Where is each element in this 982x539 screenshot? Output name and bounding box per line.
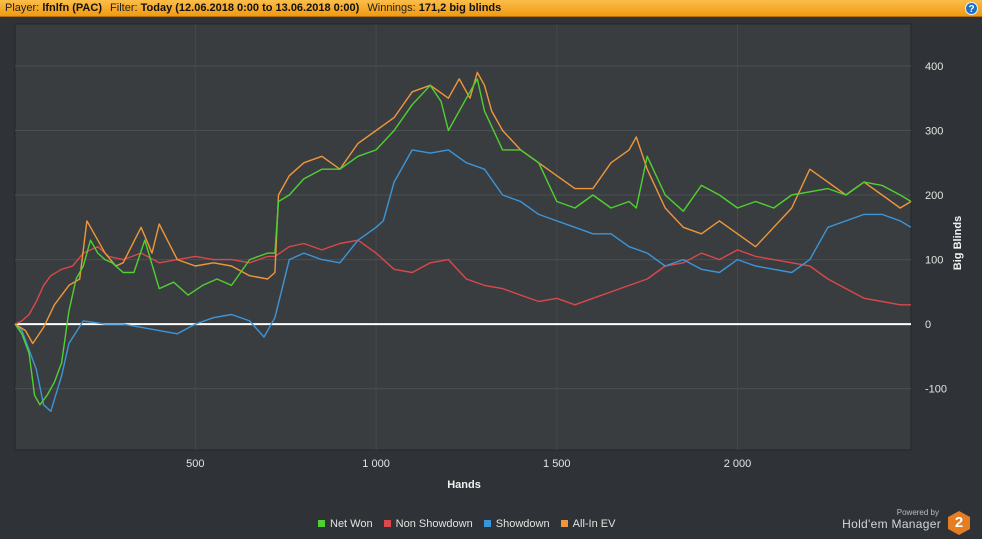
player-value: lfnlfn (PAC) bbox=[42, 2, 102, 14]
series-line-showdown bbox=[14, 149, 912, 412]
legend-swatch bbox=[383, 520, 391, 527]
legend-label: All-In EV bbox=[572, 518, 616, 530]
filter-bar: Player: lfnlfn (PAC) Filter: Today (12.0… bbox=[0, 0, 982, 17]
series-line-net-won bbox=[14, 78, 912, 406]
filter-label: Filter: bbox=[110, 2, 138, 14]
x-tick-label: 2 000 bbox=[724, 458, 752, 470]
filter-value: Today (12.06.2018 0:00 to 13.06.2018 0:0… bbox=[140, 2, 360, 14]
winnings-value: 171,2 big blinds bbox=[418, 2, 502, 14]
x-tick-label: 1 500 bbox=[543, 458, 571, 470]
y-tick-label: 0 bbox=[925, 319, 931, 331]
legend-swatch bbox=[318, 520, 325, 527]
legend-all-in-ev[interactable]: All-In EV bbox=[560, 518, 616, 530]
winnings-label: Winnings: bbox=[367, 2, 416, 14]
x-axis-title: Hands bbox=[447, 479, 481, 491]
legend-label: Showdown bbox=[495, 518, 550, 530]
brand-name: Hold'em Manager bbox=[842, 517, 941, 531]
plot-area bbox=[14, 23, 912, 451]
y-tick-label: 100 bbox=[925, 255, 943, 267]
series-lines bbox=[14, 71, 912, 412]
filter-summary: Player: lfnlfn (PAC) Filter: Today (12.0… bbox=[5, 2, 501, 14]
y-tick-label: 200 bbox=[925, 190, 943, 202]
x-tick-label: 500 bbox=[186, 458, 204, 470]
winnings-graph[interactable]: 500 1 000 1 500 2 000 -100 0 100 200 300 400 Han… bbox=[0, 17, 982, 497]
hm2-logo-icon: 2 bbox=[948, 511, 970, 535]
y-tick-label: 400 bbox=[925, 61, 943, 73]
legend-swatch bbox=[483, 520, 491, 527]
legend-non-showdown[interactable]: Non Showdown bbox=[383, 518, 473, 530]
powered-by-text: Powered by bbox=[896, 508, 939, 517]
y-axis-ticks: -100 0 100 200 300 400 bbox=[925, 61, 947, 396]
question-circle-icon[interactable]: ? bbox=[965, 2, 978, 15]
series-line-non-showdown bbox=[14, 239, 911, 325]
legend-swatch bbox=[560, 520, 568, 527]
legend-label: Net Won bbox=[330, 518, 373, 530]
chart-legend: Net Won Non Showdown Showdown All-In EV bbox=[318, 518, 623, 530]
legend-net-won[interactable]: Net Won bbox=[318, 518, 373, 530]
player-label: Player: bbox=[5, 2, 40, 14]
x-axis-ticks: 500 1 000 1 500 2 000 bbox=[186, 458, 751, 470]
x-tick-label: 1 000 bbox=[362, 458, 390, 470]
legend-showdown[interactable]: Showdown bbox=[483, 518, 550, 530]
y-tick-label: 300 bbox=[925, 126, 943, 138]
y-axis-title: Big Blinds bbox=[952, 216, 964, 270]
y-tick-label: -100 bbox=[925, 384, 947, 396]
legend-label: Non Showdown bbox=[395, 518, 473, 530]
